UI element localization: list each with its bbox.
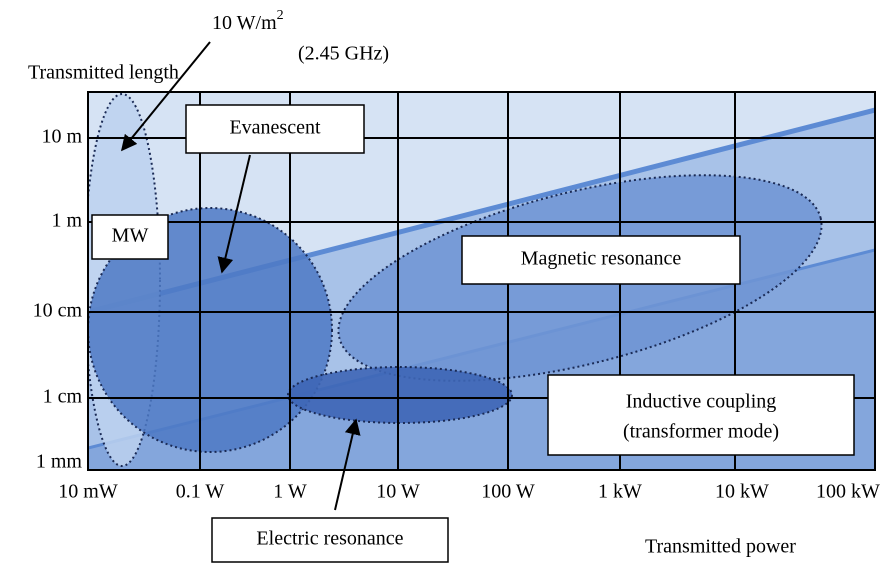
label-box <box>211 517 449 563</box>
arrow <box>217 154 251 274</box>
region-label: MW <box>112 225 149 247</box>
label-box <box>91 214 169 260</box>
x-label: 10 mW <box>58 481 118 503</box>
region-label: Electric resonance <box>256 528 403 550</box>
x-label: 10 W <box>376 481 420 503</box>
y-axis-title: Transmitted length <box>28 62 179 84</box>
electric-region <box>287 366 513 424</box>
y-label: 1 cm <box>43 386 83 408</box>
x-label: 100 kW <box>816 481 880 503</box>
y-label: 10 m <box>41 126 82 148</box>
arrow <box>334 418 361 511</box>
label-box <box>185 104 365 154</box>
region-label: Evanescent <box>229 117 321 139</box>
annotation-main: 10 W/m <box>212 12 277 34</box>
y-label: 10 cm <box>33 300 83 322</box>
label-box <box>461 235 741 285</box>
x-axis-title: Transmitted power <box>645 536 796 558</box>
y-label: 1 mm <box>36 451 83 473</box>
plot-frame <box>87 91 876 471</box>
y-label: 1 m <box>51 210 82 232</box>
evanescent-region <box>88 207 333 453</box>
x-label: 100 W <box>481 481 535 503</box>
arrow <box>120 41 211 152</box>
region-label: Inductive coupling <box>626 391 777 413</box>
annotation-text: (2.45 GHz) <box>298 43 389 65</box>
x-label: 0.1 W <box>176 481 225 503</box>
region-label: (transformer mode) <box>623 421 779 443</box>
x-label: 1 kW <box>598 481 642 503</box>
label-box <box>547 374 855 456</box>
region-label: Magnetic resonance <box>521 248 682 270</box>
x-label: 10 kW <box>715 481 769 503</box>
annotation-text: 10 W/m2 <box>212 8 284 33</box>
x-label: 1 W <box>273 481 307 503</box>
annotation-superscript: 2 <box>277 8 284 23</box>
